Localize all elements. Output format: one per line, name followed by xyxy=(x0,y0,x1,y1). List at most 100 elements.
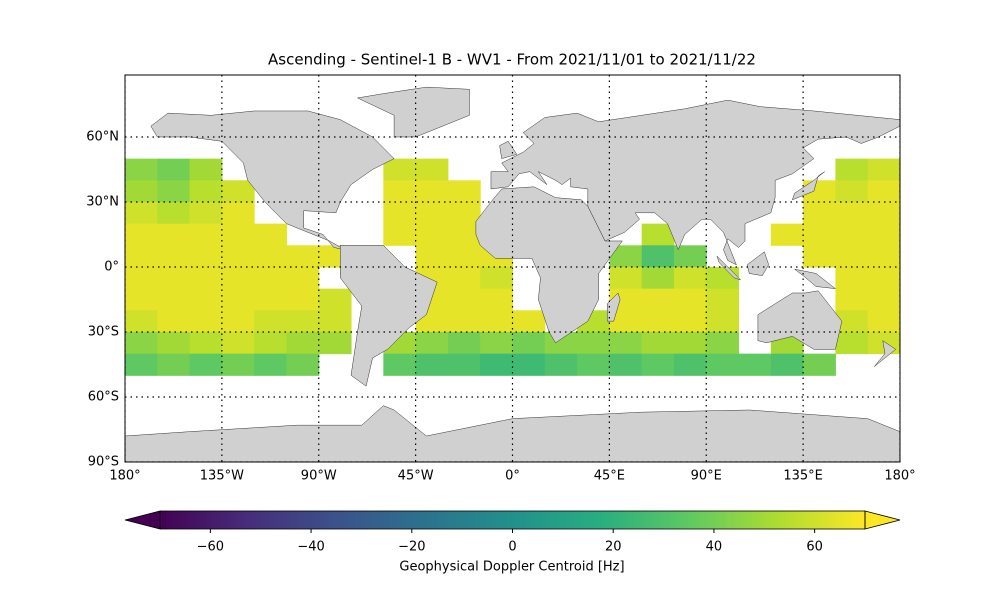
data-cell xyxy=(447,288,481,311)
data-cell xyxy=(254,310,287,333)
data-cell xyxy=(318,331,352,355)
data-cell xyxy=(447,245,481,268)
land xyxy=(475,186,623,344)
data-cell xyxy=(157,331,191,355)
data-cell xyxy=(415,331,449,355)
x-tick-label: 45°W xyxy=(398,469,434,484)
data-cell xyxy=(835,158,869,181)
data-cell xyxy=(706,331,740,355)
data-cell xyxy=(835,201,869,225)
data-cell xyxy=(738,353,772,376)
data-cell xyxy=(641,353,675,376)
data-cell xyxy=(835,331,869,355)
data-cell xyxy=(706,353,740,376)
data-cell xyxy=(189,245,223,268)
data-cell xyxy=(512,310,546,333)
data-cell xyxy=(835,266,869,290)
land xyxy=(606,292,621,322)
data-cell xyxy=(609,266,643,290)
land xyxy=(340,245,438,387)
data-cell xyxy=(383,353,417,376)
data-cell xyxy=(125,288,158,311)
data-cell xyxy=(125,158,158,181)
data-cell xyxy=(189,331,223,355)
data-cell xyxy=(189,353,223,376)
data-cell xyxy=(157,158,191,181)
data-cell xyxy=(286,288,320,311)
data-cell xyxy=(189,201,223,225)
colorbar-tick-label: 0 xyxy=(508,540,516,555)
data-cell xyxy=(286,331,320,355)
data-cell xyxy=(125,331,158,355)
data-cell xyxy=(383,223,417,246)
data-cell xyxy=(867,201,900,225)
land xyxy=(716,255,741,281)
data-cell xyxy=(867,245,900,268)
data-cell xyxy=(157,201,191,225)
data-cell xyxy=(415,180,449,203)
x-tick-label: 180° xyxy=(884,469,915,484)
data-cell xyxy=(221,201,255,225)
data-cell xyxy=(221,353,255,376)
data-cell xyxy=(221,288,255,311)
chart-title: Ascending - Sentinel-1 B - WV1 - From 20… xyxy=(268,51,756,69)
data-cell xyxy=(867,223,900,246)
data-cell xyxy=(835,310,869,333)
data-cell xyxy=(221,310,255,333)
colorbar-tick-label: 20 xyxy=(605,540,622,555)
data-cell xyxy=(480,310,513,333)
data-cell xyxy=(189,158,223,181)
colorbar-extend-low xyxy=(124,510,161,530)
data-cell xyxy=(125,180,158,203)
data-cell xyxy=(673,266,707,290)
land xyxy=(757,290,843,350)
data-cell xyxy=(770,223,804,246)
data-cell xyxy=(867,310,900,333)
y-tick-label: 90°S xyxy=(88,455,119,470)
data-cell xyxy=(189,310,223,333)
data-cell xyxy=(415,353,449,376)
x-tick-label: 180° xyxy=(109,469,140,484)
data-cell xyxy=(447,266,481,290)
data-cell xyxy=(867,266,900,290)
data-cell xyxy=(415,223,449,246)
colorbar-tick-label: 40 xyxy=(706,540,723,555)
data-cell xyxy=(770,353,804,376)
data-cell xyxy=(803,245,836,268)
data-cell xyxy=(254,288,287,311)
data-cell xyxy=(254,266,287,290)
data-cell xyxy=(480,288,513,311)
y-tick-label: 0° xyxy=(104,259,119,274)
data-cell xyxy=(544,353,578,376)
colorbar-extend-high xyxy=(864,510,901,530)
data-cell xyxy=(641,288,675,311)
data-cell xyxy=(673,310,707,333)
data-cell xyxy=(157,245,191,268)
data-cell xyxy=(189,266,223,290)
data-cell xyxy=(189,288,223,311)
data-cell xyxy=(221,266,255,290)
land xyxy=(356,86,470,138)
data-cell xyxy=(221,223,255,246)
data-cell xyxy=(125,223,158,246)
colorbar-tick-label: 60 xyxy=(806,540,823,555)
x-tick-label: 0° xyxy=(505,469,520,484)
data-cell xyxy=(803,353,836,376)
data-cell xyxy=(641,266,675,290)
land xyxy=(490,99,900,266)
data-cell xyxy=(835,180,869,203)
data-cell xyxy=(447,310,481,333)
data-cell xyxy=(318,288,352,311)
data-cell xyxy=(383,180,417,203)
data-cell xyxy=(609,245,643,268)
land xyxy=(150,110,395,250)
data-cell xyxy=(286,310,320,333)
data-cell xyxy=(480,353,513,376)
colorbar xyxy=(160,511,865,529)
data-cell xyxy=(447,353,481,376)
y-tick-label: 30°S xyxy=(88,324,119,339)
data-cell xyxy=(189,223,223,246)
data-cell xyxy=(189,180,223,203)
